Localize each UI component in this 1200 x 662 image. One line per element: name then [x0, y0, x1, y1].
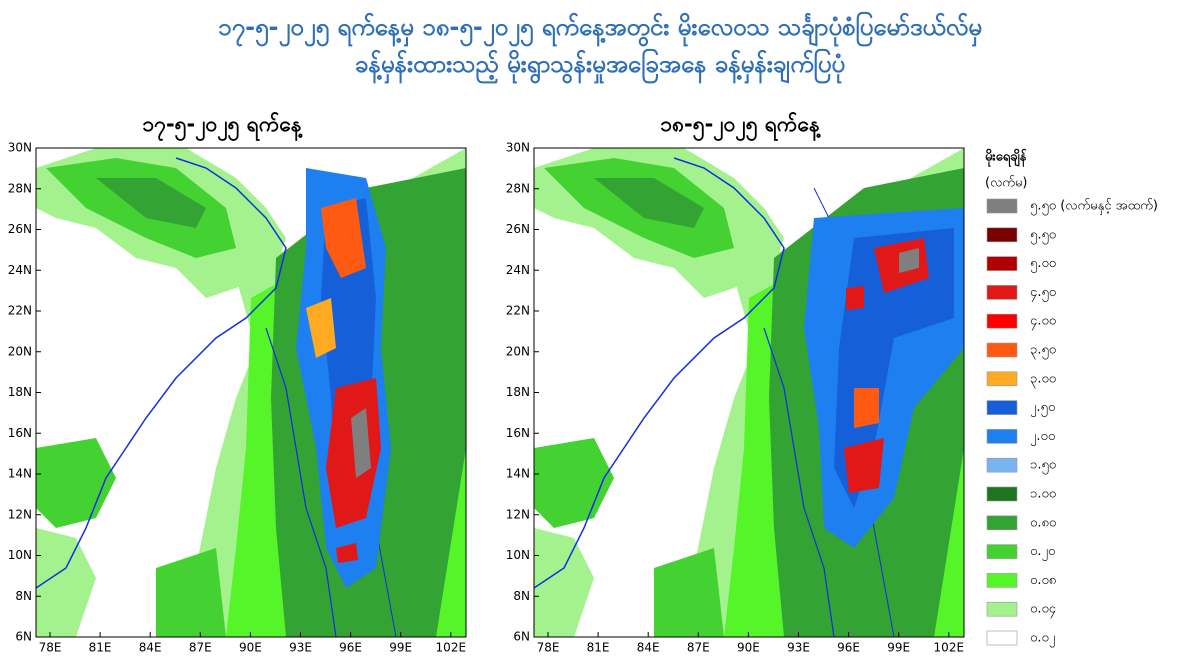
lon-label: 93E: [289, 641, 312, 655]
lat-label: 6N: [15, 630, 32, 644]
lon-label: 99E: [887, 641, 910, 655]
lon-label: 84E: [139, 641, 162, 655]
lon-label: 87E: [687, 641, 710, 655]
legend-unit: (လက်မ): [985, 175, 1027, 191]
lat-label: 30N: [8, 141, 32, 155]
lat-label: 10N: [8, 548, 32, 562]
legend-title: မိုးရေချိန်: [985, 148, 1028, 168]
lat-label: 24N: [8, 263, 32, 277]
lat-label: 18N: [8, 385, 32, 399]
legend-label: ၁.၅၀: [1030, 458, 1056, 475]
lat-label: 26N: [8, 222, 32, 236]
map-title: ၁၈-၅-၂၀၂၅ ရက်နေ့: [660, 110, 822, 142]
lat-label: 24N: [506, 263, 530, 277]
lat-label: 18N: [506, 385, 530, 399]
lon-label: 90E: [737, 641, 760, 655]
legend-swatch: [986, 256, 1018, 271]
legend-swatch: [986, 630, 1018, 646]
lat-label: 22N: [8, 304, 32, 318]
lat-label: 16N: [506, 426, 530, 440]
lat-label: 10N: [506, 548, 530, 562]
legend-swatch: [986, 400, 1018, 415]
lat-label: 14N: [8, 467, 32, 481]
legend-label: ၃.၀၀: [1030, 371, 1056, 388]
lat-label: 28N: [8, 181, 32, 195]
lon-label: 78E: [537, 641, 560, 655]
legend-label: ၁.၀၀: [1030, 487, 1056, 502]
legend-swatch: [986, 227, 1018, 243]
lat-label: 12N: [8, 507, 32, 521]
lon-label: 102E: [934, 641, 965, 655]
legend-label: ၅.၅၀: [1030, 227, 1056, 244]
lat-label: 20N: [8, 344, 32, 358]
legend-swatch: [986, 285, 1018, 300]
legend-label: ၀.၀၄: [1030, 602, 1057, 619]
legend-label: ၄.၅၀: [1030, 285, 1056, 302]
legend-label: ၀.၀၂: [1030, 631, 1055, 648]
lon-label: 84E: [637, 641, 660, 655]
legend-swatch: [986, 342, 1018, 358]
legend-swatch: [986, 544, 1018, 559]
lat-label: 26N: [506, 222, 530, 236]
legend-label: ၀.၈၀: [1030, 515, 1056, 530]
title-line-2: ခန့်မှန်းထားသည့် မိုးရွာသွန်းမှုအခြေအနေ …: [355, 48, 845, 84]
lon-label: 93E: [787, 641, 810, 655]
legend-swatch: [986, 457, 1018, 473]
legend-label: ၅.၀၀: [1030, 256, 1056, 273]
legend-label: ၀.၀၈: [1030, 573, 1056, 588]
legend-swatch: [986, 601, 1018, 617]
lon-label: 99E: [389, 641, 412, 655]
legend-label: ၄.၀၀: [1030, 314, 1056, 331]
legend-label: ၅.၅၀ (လက်မနှင့် အထက်): [1030, 198, 1158, 216]
legend-swatch: [986, 429, 1018, 444]
lon-label: 102E: [436, 641, 467, 655]
lat-label: 16N: [8, 426, 32, 440]
lat-label: 22N: [506, 304, 530, 318]
lon-label: 90E: [239, 641, 262, 655]
lat-label: 12N: [506, 507, 530, 521]
map-2: [533, 147, 965, 638]
legend-swatch: [986, 371, 1018, 387]
lat-label: 30N: [506, 141, 530, 155]
lat-label: 20N: [506, 344, 530, 358]
legend-label: ၀.၂၀: [1030, 544, 1055, 561]
title-line-1: ၁၇-၅-၂၀၂၅ ရက်နေ့မှ ၁၈-၅-၂၀၂၅ ရက်နေ့အတွင်…: [218, 11, 982, 47]
legend-label: ၂.၀၀: [1030, 429, 1055, 446]
lon-label: 87E: [189, 641, 212, 655]
legend-swatch: [986, 198, 1018, 214]
lon-label: 96E: [339, 641, 362, 655]
legend-swatch: [986, 486, 1018, 502]
lat-label: 14N: [506, 467, 530, 481]
legend-label: ၃.၅၀: [1030, 343, 1056, 360]
lon-label: 81E: [587, 641, 610, 655]
lat-label: 8N: [513, 589, 530, 603]
legend-swatch: [986, 515, 1018, 531]
map-title: ၁၇-၅-၂၀၂၅ ရက်နေ့: [142, 110, 304, 142]
legend-swatch: [986, 313, 1018, 329]
lat-label: 8N: [15, 589, 32, 603]
legend-swatch: [986, 573, 1018, 588]
map-1: [35, 147, 467, 638]
lon-label: 78E: [39, 641, 62, 655]
legend-label: ၂.၅၀: [1030, 400, 1055, 417]
lat-label: 6N: [513, 630, 530, 644]
lat-label: 28N: [506, 181, 530, 195]
lon-label: 81E: [89, 641, 112, 655]
lon-label: 96E: [837, 641, 860, 655]
